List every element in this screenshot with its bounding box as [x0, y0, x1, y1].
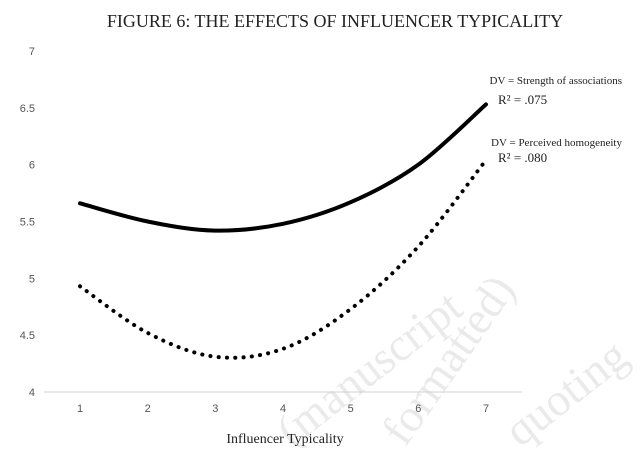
series-layer	[78, 102, 488, 360]
x-tick-label: 5	[348, 403, 354, 415]
y-tick-label: 6	[29, 160, 35, 172]
x-tick-label: 4	[280, 403, 286, 415]
y-tick-labels: 4 4.5 5 5.5 6 6.5 7	[20, 46, 35, 399]
x-tick-label: 1	[77, 403, 83, 415]
y-tick-label: 4.5	[20, 330, 35, 342]
watermark-text-3: quoting	[495, 329, 637, 452]
annotation-strength-dv: DV = Strength of associations	[490, 75, 623, 87]
x-tick-label: 2	[145, 403, 151, 415]
annotation-strength-r2: R² = .075	[498, 92, 547, 107]
y-tick-label: 5.5	[20, 217, 35, 229]
annotation-strength: DV = Strength of associations R² = .075	[490, 75, 623, 107]
y-tick-label: 4	[29, 387, 35, 399]
x-axis-label: Influencer Typicality	[226, 432, 343, 447]
series-line-strength-of-associations	[78, 102, 488, 233]
y-tick-label: 6.5	[20, 103, 35, 115]
x-tick-labels: 1 2 3 4 5 6 7	[77, 403, 489, 415]
x-tick-label: 3	[212, 403, 218, 415]
series-line-perceived-homogeneity	[78, 158, 488, 360]
x-tick-label: 7	[483, 403, 489, 415]
annotation-homogeneity-dv: DV = Perceived homogeneity	[491, 137, 622, 149]
chart-title: FIGURE 6: THE EFFECTS OF INFLUENCER TYPI…	[107, 11, 563, 31]
watermark: (manuscript formatted) quoting	[267, 265, 637, 452]
annotation-homogeneity-r2: R² = .080	[498, 150, 547, 165]
x-tick-label: 6	[415, 403, 421, 415]
y-tick-label: 5	[29, 273, 35, 285]
annotation-homogeneity: DV = Perceived homogeneity R² = .080	[491, 137, 622, 165]
y-tick-label: 7	[29, 46, 35, 58]
